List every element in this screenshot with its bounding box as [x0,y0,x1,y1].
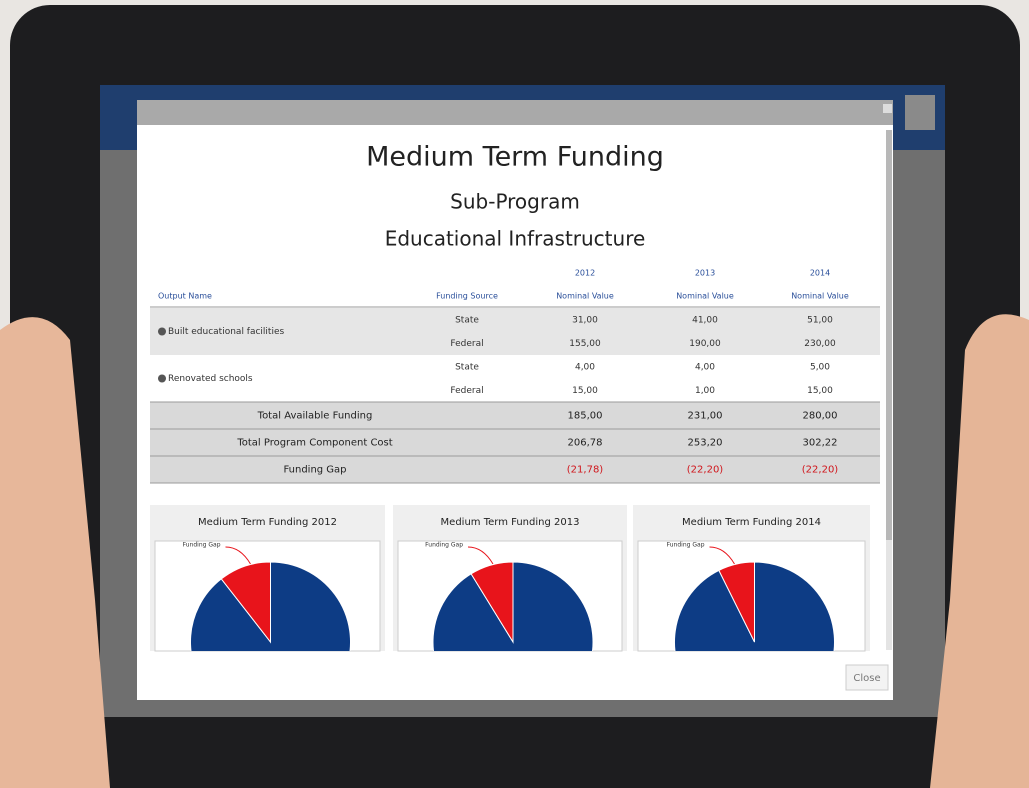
pie-label: Funding Gap [425,542,463,549]
scrollbar-thumb[interactable] [886,130,892,540]
total-cell: Total Available Funding [257,411,373,422]
output-icon [158,328,166,336]
modal-title: Medium Term Funding [366,142,664,173]
table-cell: Federal [450,339,483,349]
total-row [150,456,880,483]
program-name: Educational Infrastructure [385,227,646,251]
table-cell: 4,00 [575,362,595,372]
total-cell: (21,78) [567,465,604,476]
total-cell: 231,00 [688,411,723,422]
table-cell: 4,00 [695,362,715,372]
total-cell: 206,78 [568,438,603,449]
table-cell: State [455,315,479,325]
column-header: Funding Source [436,292,498,301]
chart-title: Medium Term Funding 2014 [682,517,821,528]
chart-title: Medium Term Funding 2013 [441,517,580,528]
pie-label: Funding Gap [183,542,221,549]
avatar [905,95,935,130]
chart-title: Medium Term Funding 2012 [198,517,337,528]
total-cell: (22,20) [687,465,724,476]
total-cell: 280,00 [803,411,838,422]
output-row [150,355,880,402]
total-cell: Total Program Component Cost [236,438,392,449]
pie-label: Funding Gap [667,542,705,549]
close-x[interactable] [883,104,892,113]
table-cell: 190,00 [689,339,721,349]
table-cell: Federal [450,386,483,396]
total-cell: Funding Gap [283,465,346,476]
table-cell: 15,00 [807,386,833,396]
column-header: Nominal Value [791,292,849,301]
table-cell: 15,00 [572,386,598,396]
table-cell: 1,00 [695,386,715,396]
year-header: 2012 [575,269,595,278]
output-icon [158,375,166,383]
page: {"modal": {"title": "Medium Term Funding… [0,0,1029,788]
modal-subtitle: Sub-Program [450,190,580,214]
output-name: Renovated schools [168,374,253,384]
table-cell: 41,00 [692,315,718,325]
column-header: Nominal Value [676,292,734,301]
table-cell: 5,00 [810,362,830,372]
table-cell: 31,00 [572,315,598,325]
table-cell: 230,00 [804,339,836,349]
screenshot: Medium Term Funding Sub-Program Educatio… [0,0,1029,788]
total-cell: 185,00 [568,411,603,422]
output-name: Built educational facilities [168,327,285,337]
table-cell: 155,00 [569,339,601,349]
total-cell: 253,20 [688,438,723,449]
column-header: Nominal Value [556,292,614,301]
year-header: 2014 [810,269,830,278]
column-header: Output Name [158,292,212,301]
total-cell: 302,22 [803,438,838,449]
year-header: 2013 [695,269,715,278]
table-cell: State [455,362,479,372]
close-button-label[interactable]: Close [853,673,880,684]
table-cell: 51,00 [807,315,833,325]
modal-top-bar [137,100,893,125]
total-cell: (22,20) [802,465,839,476]
